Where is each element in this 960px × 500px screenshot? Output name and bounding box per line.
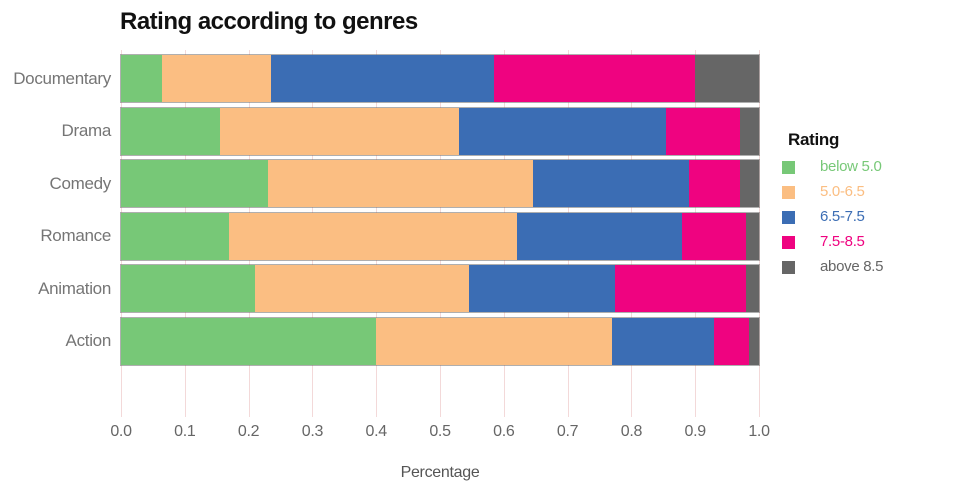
chart-title: Rating according to genres <box>120 8 418 35</box>
legend: Rating below 5.0 5.0-6.5 6.5-7.5 7.5-8.5 abo… <box>782 130 952 283</box>
legend-title: Rating <box>788 130 840 149</box>
legend-swatch-icon <box>782 261 795 274</box>
bar-segment <box>532 160 689 208</box>
bar-row <box>121 317 759 365</box>
legend-items: below 5.0 5.0-6.5 6.5-7.5 7.5-8.5 above 8.5 <box>782 158 952 283</box>
bar-row <box>121 55 759 102</box>
bar-segment <box>121 265 255 313</box>
x-tick-label: 0.5 <box>429 423 451 440</box>
y-axis-label: Drama <box>61 121 111 141</box>
bar-segment <box>254 265 469 313</box>
legend-item: 5.0-6.5 <box>782 183 952 208</box>
bar-segment <box>714 317 750 365</box>
y-axis-label: Action <box>65 331 112 351</box>
x-tick-label: 0.4 <box>365 423 388 440</box>
legend-item: 6.5-7.5 <box>782 208 952 233</box>
bar-segment <box>162 55 271 102</box>
legend-label: above 8.5 <box>820 258 884 275</box>
bar-segment <box>746 212 759 260</box>
bar-segment <box>121 317 377 365</box>
bar-segment <box>688 160 740 208</box>
bar-segment <box>749 317 759 365</box>
legend-label: 6.5-7.5 <box>820 208 865 225</box>
x-tick-label: 0.1 <box>174 423 196 440</box>
bar-segment <box>270 55 495 102</box>
bar-segment <box>121 160 268 208</box>
bar-segment <box>459 107 667 155</box>
legend-swatch-icon <box>782 186 795 199</box>
bar-row <box>121 265 759 313</box>
bar-segment <box>516 212 683 260</box>
bar-segment <box>376 317 613 365</box>
grid-line <box>759 50 760 417</box>
x-tick-label: 1.0 <box>748 423 770 440</box>
bar-segment <box>739 160 759 208</box>
legend-swatch-icon <box>782 211 795 224</box>
y-axis-label: Romance <box>40 226 111 246</box>
x-tick-label: 0.0 <box>110 423 132 440</box>
x-axis-ticks: 0.0 0.1 0.2 0.3 0.4 0.5 0.6 0.7 0.8 0.9 1.0 <box>110 423 770 443</box>
y-axis-labels: Documentary Drama Comedy Romance Animation Ac… <box>0 50 111 417</box>
bar-segment <box>739 107 759 155</box>
bar-segment <box>121 107 220 155</box>
x-tick-label: 0.2 <box>237 423 260 440</box>
plot-area <box>121 50 760 417</box>
bar-row <box>121 160 759 208</box>
bar-segment <box>121 212 230 260</box>
legend-item: above 8.5 <box>782 258 952 283</box>
x-axis-title: Percentage <box>400 464 480 481</box>
legend-item: 7.5-8.5 <box>782 233 952 258</box>
y-axis-label: Documentary <box>13 68 111 88</box>
legend-label: 5.0-6.5 <box>820 183 865 200</box>
x-tick-label: 0.3 <box>301 423 324 440</box>
x-tick-label: 0.7 <box>556 423 579 440</box>
legend-label: below 5.0 <box>820 158 882 175</box>
x-tick-label: 0.8 <box>620 423 643 440</box>
bar-segment <box>695 55 759 102</box>
bar-segment <box>468 265 616 313</box>
bar-segment <box>267 160 533 208</box>
bar-segment <box>615 265 747 313</box>
legend-swatch-icon <box>782 161 795 174</box>
legend-swatch-icon <box>782 236 795 249</box>
bar-segment <box>121 55 163 102</box>
bar-row <box>121 212 759 260</box>
bar-segment <box>746 265 759 313</box>
x-tick-label: 0.6 <box>493 423 515 440</box>
bar-segment <box>219 107 460 155</box>
bar-segment <box>612 317 715 365</box>
bar-segment <box>682 212 747 260</box>
bar-segment <box>229 212 517 260</box>
legend-label: 7.5-8.5 <box>820 233 865 250</box>
bar-row <box>121 107 759 155</box>
legend-item: below 5.0 <box>782 158 952 183</box>
bar-segment <box>666 107 740 155</box>
y-axis-label: Animation <box>38 278 111 298</box>
bar-segment <box>494 55 696 102</box>
y-axis-label: Comedy <box>49 173 111 193</box>
x-tick-label: 0.9 <box>684 423 707 440</box>
